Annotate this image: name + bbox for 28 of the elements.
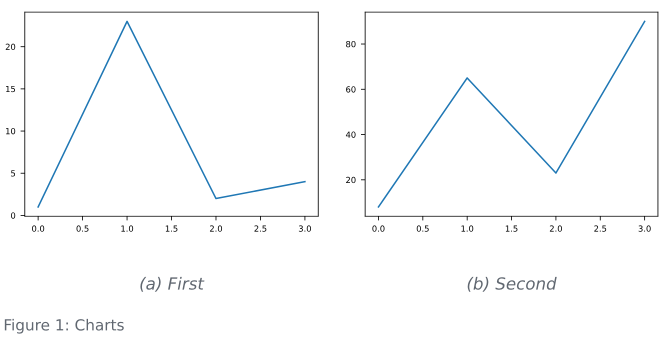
x-tick-label: 1.5 [166,226,178,232]
y-tick-label: 20 [346,176,356,184]
x-tick-label: 0.5 [76,225,88,232]
x-tick-label: 0.0 [32,225,44,232]
x-tick-label: 0.0 [372,225,385,232]
y-tick-label: 60 [346,86,356,93]
text: (a) First [140,276,204,292]
x-tick-label: 2.0 [550,225,562,232]
y-tick-label: 10 [6,128,16,134]
y-tick-label: 40 [346,132,356,138]
x-tick-label: 0.5 [416,225,429,232]
x-tick-label: 2.5 [594,225,606,232]
x-tick-label: 1.5 [506,226,518,232]
line-series [37,20,306,208]
x-tick-label: 1.0 [461,225,474,232]
x-tick-label: 1.0 [121,225,134,232]
y-tick-label: 0 [11,212,16,219]
text: (b) Second [468,276,557,292]
x-tick-label: 2.0 [210,225,222,232]
y-tick-label: 15 [6,86,16,92]
line-series [378,20,646,208]
x-tick-label: 3.0 [298,225,311,232]
x-tick-label: 2.5 [254,225,266,232]
caption: Figure 1: Charts [4,318,124,334]
y-tick-label: 5 [11,170,16,177]
y-tick-label: 20 [6,44,16,50]
y-tick-label: 80 [346,41,356,48]
x-tick-label: 3.0 [638,225,651,232]
